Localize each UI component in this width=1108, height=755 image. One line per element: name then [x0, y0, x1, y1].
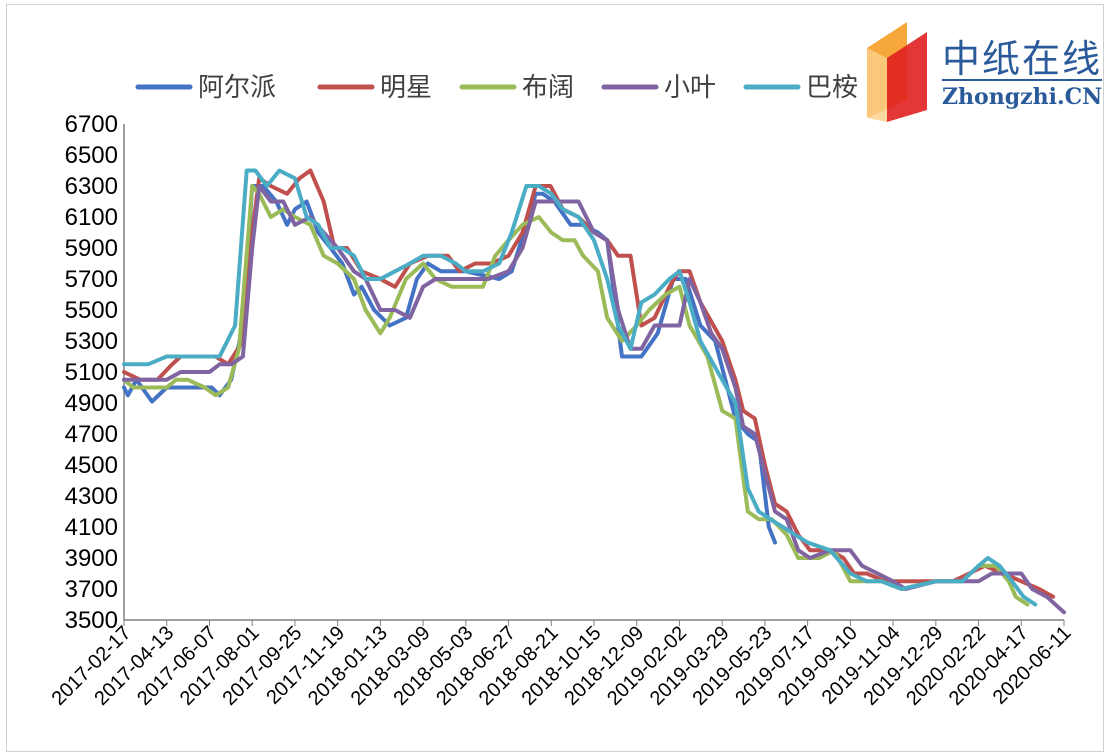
plot-area	[122, 168, 1066, 615]
y-tick-label: 5700	[65, 266, 118, 293]
y-tick-label: 3700	[65, 576, 118, 603]
y-tick-label: 4900	[65, 390, 118, 417]
logo-en-text: Zhongzhi.CN	[942, 84, 1103, 110]
series-line-5	[122, 168, 1038, 607]
y-tick-label: 5500	[65, 297, 118, 324]
y-tick-label: 6700	[65, 111, 118, 138]
x-axis: 2017-02-172017-04-132017-06-072017-08-01…	[48, 619, 1076, 710]
logo-mark-icon	[867, 22, 927, 122]
series-line-4	[122, 184, 1066, 615]
y-tick-label: 5900	[65, 235, 118, 262]
logo-cn-text: 中纸在线	[942, 37, 1103, 81]
y-axis: 6700 6500 6300 6100 5900 5700 5500 5300 5100 4900…	[65, 111, 125, 634]
legend-label-4: 小叶	[664, 73, 716, 103]
y-tick-label: 5100	[65, 359, 118, 386]
y-tick-label: 4500	[65, 452, 118, 479]
y-tick-label: 3500	[65, 607, 118, 634]
logo	[865, 14, 1105, 124]
series-line-3	[122, 184, 1030, 607]
y-tick-label: 6500	[65, 142, 118, 169]
y-tick-label: 3900	[65, 545, 118, 572]
legend-label-2: 明星	[380, 73, 432, 103]
legend-label-1: 阿尔派	[198, 73, 276, 103]
y-tick-label: 4300	[65, 483, 118, 510]
chart-frame	[6, 4, 1104, 752]
y-tick-label: 5300	[65, 328, 118, 355]
y-tick-label: 6100	[65, 204, 118, 231]
legend-label-3: 布阔	[522, 73, 574, 103]
y-tick-label: 4700	[65, 421, 118, 448]
y-tick-label: 6300	[65, 173, 118, 200]
legend: 阿尔派 明星 布阔 小叶 巴桉	[135, 73, 858, 103]
logo-divider	[942, 79, 1102, 81]
y-tick-label: 4100	[65, 514, 118, 541]
legend-label-5: 巴桉	[806, 73, 858, 103]
